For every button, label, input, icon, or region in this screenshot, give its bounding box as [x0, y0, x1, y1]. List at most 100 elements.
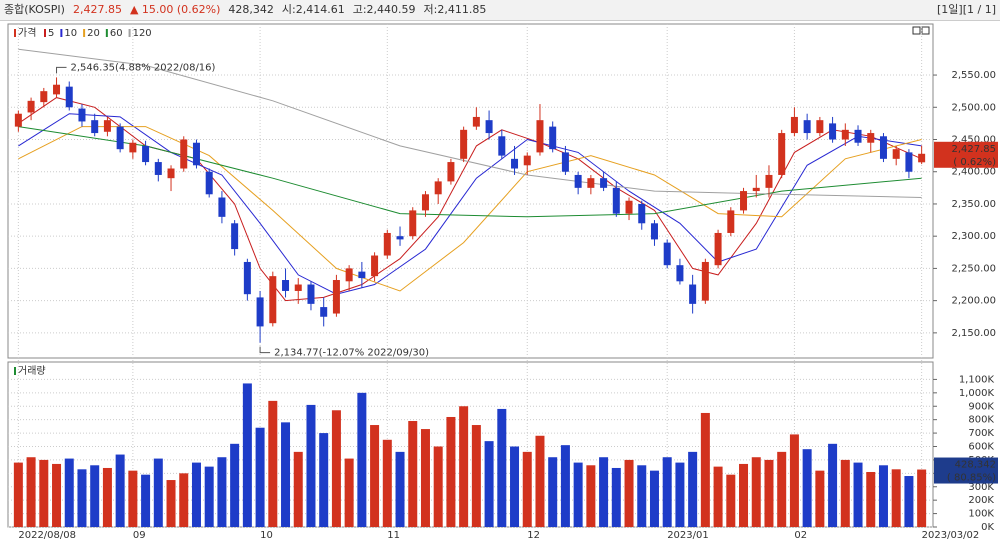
candle-body: [103, 120, 111, 132]
candle-body: [154, 162, 162, 175]
volume-bar: [789, 434, 799, 527]
candle-body: [765, 174, 773, 188]
candle-body: [256, 297, 264, 327]
volume-bar: [459, 406, 469, 527]
candle-body: [650, 223, 658, 240]
candle-body: [752, 187, 760, 192]
candle-body: [129, 142, 137, 153]
volume-bar: [395, 451, 405, 527]
candle-body: [778, 133, 786, 175]
legend-swatch: [60, 29, 63, 37]
volume-bar: [471, 425, 481, 527]
y-tick-label: 2,400.00: [951, 167, 996, 178]
volume-bar: [815, 470, 825, 527]
volume-bar: [649, 470, 659, 527]
x-tick-label: 2023/03/02: [922, 530, 980, 541]
volume-bar: [64, 458, 74, 527]
volume-bar: [344, 458, 354, 527]
volume-bar: [777, 451, 787, 527]
candle-body: [498, 136, 506, 156]
candle-body: [740, 191, 748, 211]
candle-body: [892, 149, 900, 159]
candle-body: [294, 284, 302, 291]
y-tick-label: 2,450.00: [951, 135, 996, 146]
legend-swatch: [105, 29, 108, 37]
y-tick-label: 2,350.00: [951, 199, 996, 210]
volume-bar: [573, 462, 583, 527]
ma-line: [18, 126, 922, 218]
y-tick-label: 0K: [981, 522, 994, 533]
candle-body: [434, 181, 442, 195]
volume-bar: [726, 474, 736, 527]
y-tick-label: 2,150.00: [951, 328, 996, 339]
volume-bar: [319, 433, 329, 527]
volume-bar: [904, 476, 914, 527]
candle-body: [854, 129, 862, 143]
candle-body: [829, 123, 837, 140]
candle-body: [192, 142, 200, 166]
volume-bar: [764, 459, 774, 527]
annotation-pointer: [259, 346, 271, 354]
legend-swatch: [83, 29, 86, 37]
last-change: ( 0.62%): [953, 157, 996, 168]
last-price-box: [934, 141, 998, 168]
volume-bar: [522, 451, 532, 527]
volume-bar: [751, 457, 761, 527]
candle-body: [53, 84, 61, 95]
price: 2,427.85: [72, 3, 122, 16]
volume-bar: [484, 441, 494, 527]
high: 고:2,440.59: [352, 3, 416, 16]
candle-body: [561, 152, 569, 172]
candle-body: [867, 133, 875, 143]
volume-bar: [891, 469, 901, 527]
x-tick-label: 2023/01: [667, 530, 709, 541]
volume-bar: [52, 463, 62, 527]
candle-body: [714, 232, 722, 266]
y-tick-label: 2,550.00: [951, 70, 996, 81]
ma-line: [18, 126, 922, 292]
volume-bar: [153, 458, 163, 527]
volume-bar: [637, 465, 647, 527]
panel-title: 거래량: [18, 365, 46, 377]
candle-body: [345, 268, 353, 282]
paging[interactable]: [1일][1 / 1]: [937, 3, 996, 16]
y-tick-label: 1,100K: [959, 374, 995, 385]
candle-body: [701, 261, 709, 301]
volume-bar: [204, 466, 214, 527]
y-tick-label: 2,500.00: [951, 102, 996, 113]
volume-bar: [700, 412, 710, 527]
volume-bar: [90, 465, 100, 527]
candle-body: [167, 168, 175, 179]
index-name: 종합(KOSPI): [4, 3, 65, 16]
ma-line: [18, 113, 922, 295]
candle-body: [472, 116, 480, 127]
volume-bar: [878, 465, 888, 527]
volume-bar: [26, 457, 36, 527]
volume-bar: [560, 445, 570, 527]
candle-body: [447, 162, 455, 182]
candle-body: [574, 174, 582, 188]
candle-body: [78, 108, 86, 122]
candle-body: [180, 139, 188, 169]
candle-body: [409, 210, 417, 237]
x-tick-label: 2022/08/08: [18, 530, 76, 541]
y-tick-label: 2,200.00: [951, 296, 996, 307]
volume-bar: [357, 392, 367, 527]
candle-body: [638, 203, 646, 224]
candle-body: [65, 86, 73, 108]
candle-body: [27, 100, 35, 113]
legend-label: 5: [48, 28, 54, 39]
volume-bar: [510, 446, 520, 527]
candle-body: [803, 120, 811, 134]
volume-bar: [166, 480, 176, 527]
candle-body: [511, 158, 519, 169]
x-tick-label: 10: [260, 530, 273, 541]
panel-button[interactable]: [912, 26, 921, 35]
legend-swatch: [14, 367, 16, 375]
volume-bar: [39, 459, 49, 527]
candle-body: [523, 155, 531, 166]
volume-bar: [102, 467, 112, 527]
volume-bar: [713, 466, 723, 527]
candle-body: [905, 152, 913, 172]
candle-body: [142, 145, 150, 163]
